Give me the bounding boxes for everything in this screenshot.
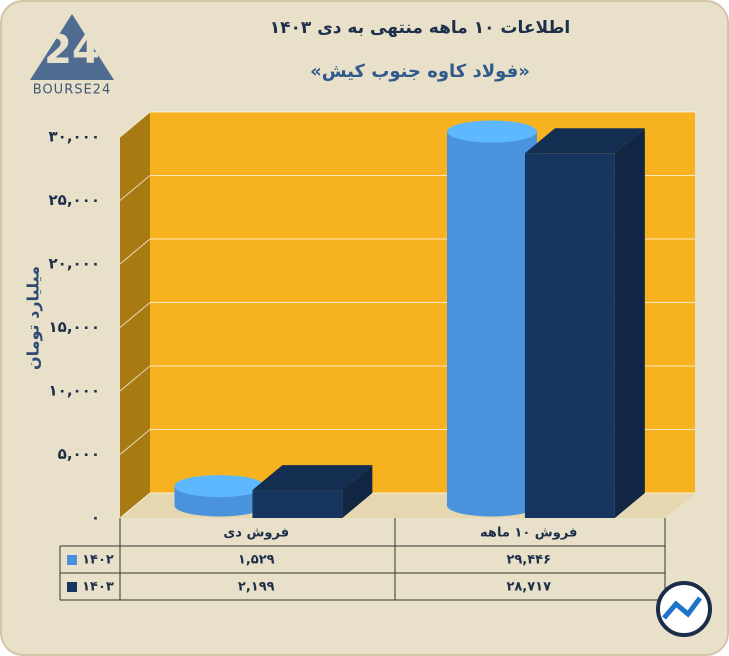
legend-label: ۱۴۰۳ — [82, 580, 114, 595]
bar-top — [252, 465, 373, 491]
y-tick-label: ۲۵,۰۰۰ — [49, 191, 100, 209]
svg-text:24: 24 — [44, 27, 100, 73]
bar-base — [174, 494, 265, 517]
legend-label: ۱۴۰۲ — [82, 553, 114, 568]
y-tick-label: ۲۰,۰۰۰ — [49, 255, 100, 273]
value-label: ۲۹,۴۴۶ — [506, 553, 551, 568]
logo-text: BOURSE24 — [33, 83, 111, 98]
value-label: ۲۸,۷۱۷ — [506, 580, 551, 595]
grid-line — [119, 111, 695, 138]
bar-side — [614, 128, 645, 518]
grid: ۰ ۵,۰۰۰ ۱۰,۰۰۰ ۱۵,۰۰۰ ۲۰,۰۰۰ ۲۵,۰۰۰ ۳۰,۰۰۰ — [49, 111, 695, 527]
x-tick-label: فروش ۱۰ ماهه — [480, 526, 577, 541]
legend-swatch — [67, 582, 77, 592]
y-tick-label: ۰ — [91, 509, 100, 527]
bar-top — [524, 128, 645, 154]
y-tick-label: ۱۵,۰۰۰ — [49, 318, 100, 336]
logo: 24 — [30, 14, 114, 80]
bar-base — [447, 494, 537, 517]
chart-subtitle: «فولاد کاوه جنوب کیش» — [310, 61, 530, 82]
y-tick-label: ۱۰,۰۰۰ — [49, 382, 100, 400]
legend-swatch — [67, 555, 77, 565]
bars — [174, 120, 645, 518]
x-tick-label: فروش دی — [223, 526, 289, 541]
value-label: ۲,۱۹۹ — [238, 580, 275, 595]
y-tick-label: ۳۰,۰۰۰ — [49, 128, 100, 146]
bar-front — [524, 153, 615, 518]
bar-side — [342, 465, 373, 518]
bar-body — [447, 131, 537, 506]
value-label: ۱,۵۲۹ — [238, 553, 275, 568]
bar-top — [447, 120, 537, 143]
y-axis-label: میلیارد تومان — [24, 266, 43, 370]
bar-front — [252, 490, 343, 518]
bar-top — [174, 475, 265, 498]
data-table: فروش دی ۱,۵۲۹ ۲,۱۹۹ فروش ۱۰ ماهه ۲۹,۴۴۶ ۲۸,۷۱… — [59, 518, 666, 601]
badge — [656, 581, 712, 637]
chart-title: اطلاعات ۱۰ ماهه منتهی به دی ۱۴۰۳ — [270, 18, 570, 38]
y-tick-label: ۵,۰۰۰ — [58, 445, 100, 463]
